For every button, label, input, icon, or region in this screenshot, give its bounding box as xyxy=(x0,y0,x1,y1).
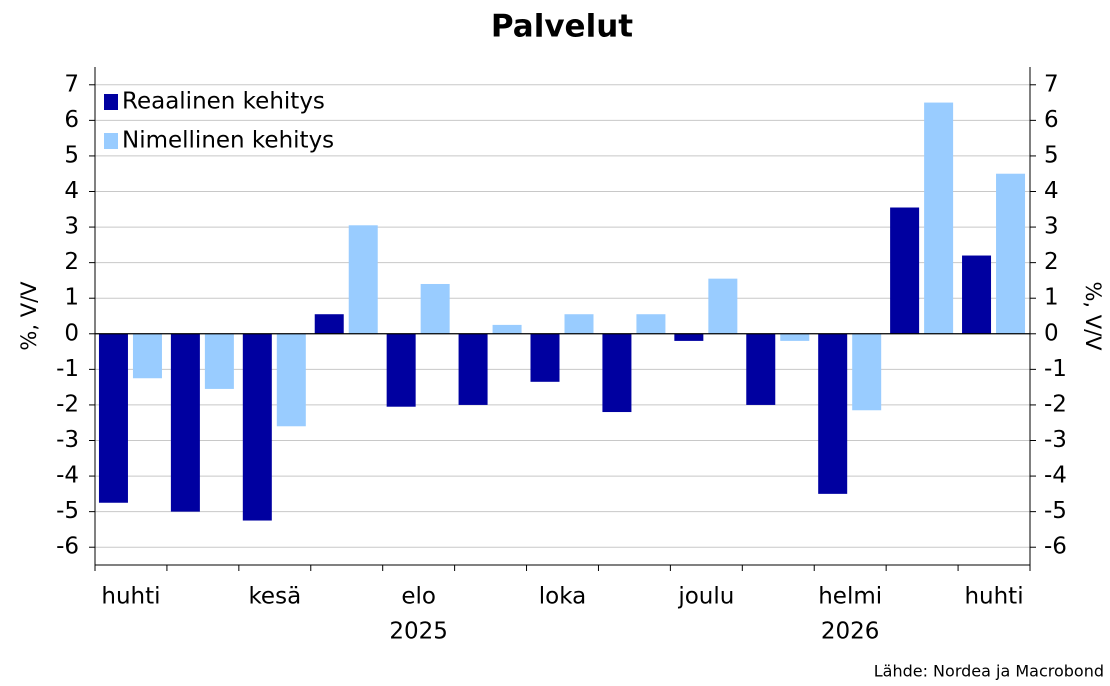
x-tick-label: huhti xyxy=(101,584,160,610)
y2-tick-label: 2 xyxy=(1044,249,1059,275)
x-tick-label: kesä xyxy=(248,584,301,610)
y-tick-label: -1 xyxy=(56,356,79,382)
bar xyxy=(564,314,594,334)
bar xyxy=(530,333,560,382)
y-tick-label: 7 xyxy=(64,71,79,97)
y-tick-label: -3 xyxy=(56,427,79,453)
legend-label: Nimellinen kehitys xyxy=(122,128,334,154)
bar xyxy=(636,314,666,334)
y-tick-label: -2 xyxy=(56,391,79,417)
y2-tick-label: -5 xyxy=(1044,498,1067,524)
x-tick-label: huhti xyxy=(964,584,1023,610)
bar xyxy=(348,225,378,334)
year-label: 2025 xyxy=(389,619,448,645)
chart-title: Palvelut xyxy=(491,9,633,45)
y-tick-label: 6 xyxy=(64,107,79,133)
y2-tick-label: 7 xyxy=(1044,71,1059,97)
y2-tick-label: 6 xyxy=(1044,107,1059,133)
bar xyxy=(492,324,522,334)
bar xyxy=(746,333,776,405)
y2-tick-label: 0 xyxy=(1044,320,1059,346)
source: Lähde: Nordea ja Macrobond xyxy=(874,662,1104,681)
y2-tick-label: -1 xyxy=(1044,356,1067,382)
y-tick-label: 5 xyxy=(64,142,79,168)
bar xyxy=(420,283,450,334)
y-tick-label: 0 xyxy=(64,320,79,346)
x-tick-label: helmi xyxy=(818,584,882,610)
bar xyxy=(996,173,1026,334)
bar xyxy=(458,333,488,405)
bar xyxy=(242,333,272,521)
y2-tick-label: -6 xyxy=(1044,534,1067,560)
y2-tick-label: -4 xyxy=(1044,463,1067,489)
bar xyxy=(204,333,234,389)
y2-tick-label: 4 xyxy=(1044,178,1059,204)
bar xyxy=(924,102,954,334)
y2-tick-label: -2 xyxy=(1044,391,1067,417)
legend-label: Reaalinen kehitys xyxy=(122,89,325,115)
bar xyxy=(386,333,416,407)
bar xyxy=(708,278,738,334)
bar xyxy=(962,255,992,334)
legend-swatch xyxy=(104,133,118,149)
bar xyxy=(852,333,882,411)
bar xyxy=(818,333,848,494)
bar xyxy=(170,333,200,512)
y-axis-title: %, V/V xyxy=(17,281,41,351)
bar xyxy=(674,333,704,341)
bar xyxy=(132,333,162,379)
y-tick-label: 3 xyxy=(64,214,79,240)
x-tick-label: elo xyxy=(401,584,436,610)
y2-tick-label: 1 xyxy=(1044,285,1059,311)
bar xyxy=(602,333,632,413)
y-tick-label: 2 xyxy=(64,249,79,275)
y-tick-label: 1 xyxy=(64,285,79,311)
y-tick-label: -5 xyxy=(56,498,79,524)
legend-swatch xyxy=(104,94,118,110)
y-tick-label: 4 xyxy=(64,178,79,204)
x-tick-label: joulu xyxy=(677,584,734,610)
y-tick-label: -4 xyxy=(56,463,79,489)
year-label: 2026 xyxy=(821,619,880,645)
y2-tick-label: -3 xyxy=(1044,427,1067,453)
y2-tick-label: 3 xyxy=(1044,214,1059,240)
bar xyxy=(98,333,128,503)
bar xyxy=(276,333,306,427)
y2-axis-title: %, V/V xyxy=(1081,281,1105,351)
bar xyxy=(890,207,920,334)
y2-tick-label: 5 xyxy=(1044,142,1059,168)
x-tick-label: loka xyxy=(539,584,586,610)
y-tick-label: -6 xyxy=(56,534,79,560)
bar xyxy=(780,333,810,341)
bar xyxy=(314,314,344,334)
